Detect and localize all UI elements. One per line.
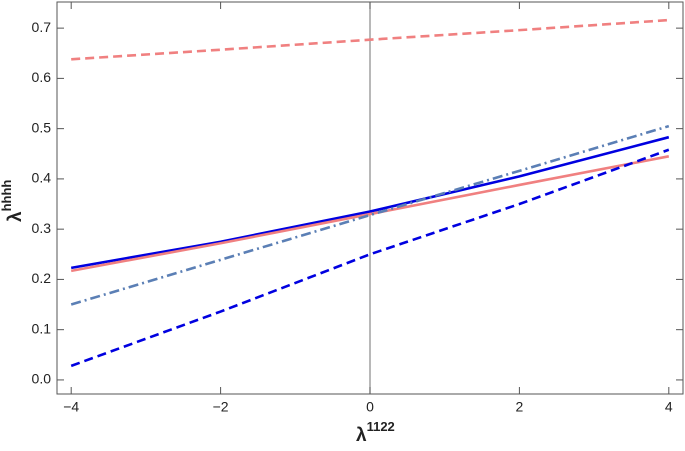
series-line <box>70 148 670 368</box>
y-tick-label: 0.1 <box>32 320 52 336</box>
y-tick-label: 0.4 <box>32 170 52 186</box>
x-axis-label: λ1122 <box>356 419 395 446</box>
y-tick-label: 0.7 <box>32 19 52 35</box>
series-line <box>70 124 670 306</box>
series-line <box>71 18 669 61</box>
y-tick-label: 0.0 <box>32 371 52 387</box>
series-line <box>70 135 670 270</box>
x-tick-label: 0 <box>366 399 374 415</box>
x-axis-label-sup: 1122 <box>367 419 395 434</box>
series-line <box>70 155 670 273</box>
x-tick-label: −2 <box>213 399 229 415</box>
y-tick-label: 0.3 <box>32 220 52 236</box>
y-tick-label: 0.6 <box>32 69 52 85</box>
y-tick-label: 0.5 <box>32 119 52 135</box>
y-axis-label-sup: hhhh <box>0 180 14 212</box>
x-tick-label: 4 <box>665 399 673 415</box>
x-tick-label: −4 <box>63 399 79 415</box>
x-tick-label: 2 <box>516 399 524 415</box>
x-axis-label-base: λ <box>356 425 367 446</box>
y-axis-label-base: λ <box>5 211 26 222</box>
y-axis-label: λhhhh <box>0 180 26 222</box>
y-tick-label: 0.2 <box>32 270 52 286</box>
